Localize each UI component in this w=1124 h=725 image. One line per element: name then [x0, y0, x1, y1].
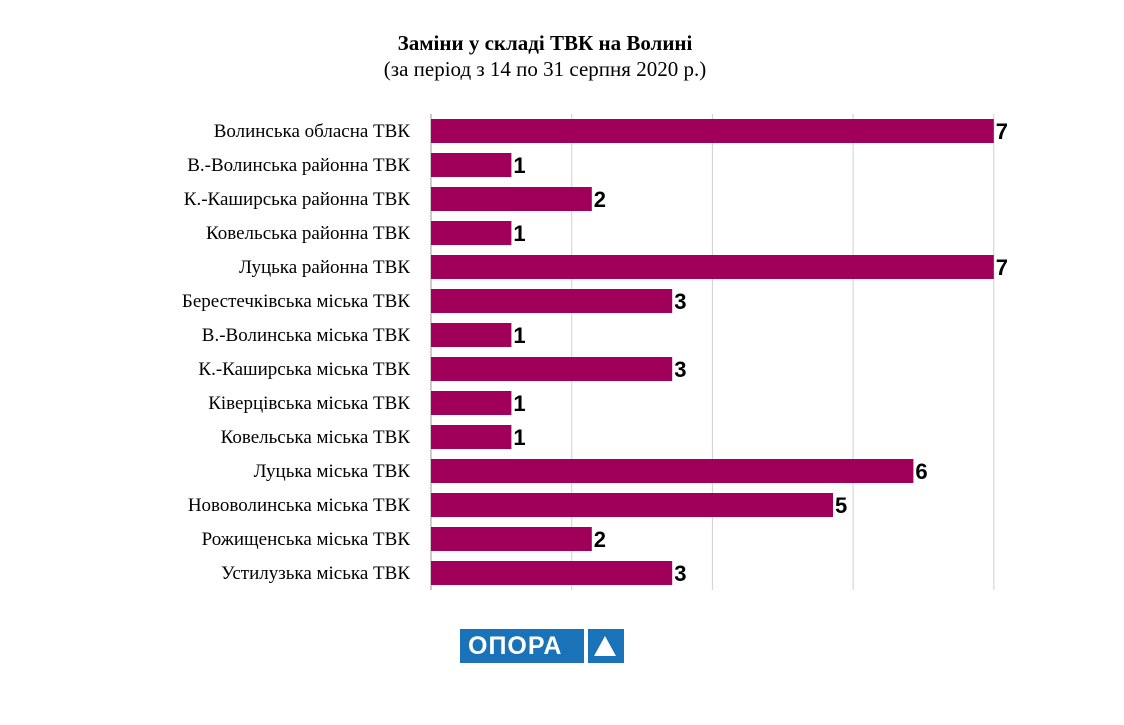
category-label: Волинська обласна ТВК — [214, 121, 411, 142]
category-label: В.-Волинська районна ТВК — [187, 155, 410, 176]
data-label: 5 — [835, 493, 847, 518]
category-label: Нововолинська міська ТВК — [188, 495, 411, 516]
category-label: Рожищенська міська ТВК — [202, 529, 411, 550]
data-label: 1 — [513, 391, 525, 416]
bar — [431, 153, 512, 177]
bar-chart: Волинська обласна ТВК 7 В.-Волинська район… — [182, 114, 1008, 590]
triangle-icon — [594, 636, 616, 656]
data-label: 1 — [513, 323, 525, 348]
category-label: Ковельська міська ТВК — [221, 427, 411, 448]
bar — [431, 561, 673, 585]
data-label: 3 — [674, 289, 686, 314]
category-label: Устилузька міська ТВК — [221, 563, 410, 584]
category-label: К.-Каширська районна ТВК — [184, 189, 411, 210]
chart-title-block: Заміни у складі ТВК на Волині (за період… — [0, 30, 1090, 82]
category-label: В.-Волинська міська ТВК — [202, 325, 411, 346]
category-label: Ковельська районна ТВК — [206, 223, 410, 244]
bar — [431, 323, 512, 347]
bar — [431, 459, 914, 483]
logo-separator — [584, 629, 588, 663]
bar — [431, 255, 994, 279]
data-label: 7 — [996, 255, 1008, 280]
data-label: 1 — [513, 425, 525, 450]
category-label: Ківерцівська міська ТВК — [208, 393, 410, 414]
data-label: 6 — [915, 459, 927, 484]
data-label: 1 — [513, 221, 525, 246]
bar — [431, 425, 512, 449]
bar — [431, 391, 512, 415]
data-label: 2 — [594, 187, 606, 212]
category-label: К.-Каширська міська ТВК — [198, 359, 410, 380]
category-label: Луцька районна ТВК — [239, 257, 410, 278]
bar — [431, 187, 592, 211]
opora-logo: ОПОРА — [460, 629, 624, 663]
bar — [431, 357, 673, 381]
logo-text: ОПОРА — [468, 632, 563, 660]
bar — [431, 493, 833, 517]
data-label: 1 — [513, 153, 525, 178]
bar — [431, 119, 994, 143]
data-label: 2 — [594, 527, 606, 552]
data-label: 3 — [674, 561, 686, 586]
data-label: 7 — [996, 119, 1008, 144]
bar — [431, 289, 673, 313]
category-label: Луцька міська ТВК — [254, 461, 411, 482]
chart-title: Заміни у складі ТВК на Волині — [397, 31, 693, 55]
category-label: Берестечківська міська ТВК — [182, 291, 410, 312]
chart-subtitle: (за період з 14 по 31 серпня 2020 р.) — [383, 57, 707, 81]
data-label: 3 — [674, 357, 686, 382]
bar — [431, 221, 512, 245]
bar — [431, 527, 592, 551]
